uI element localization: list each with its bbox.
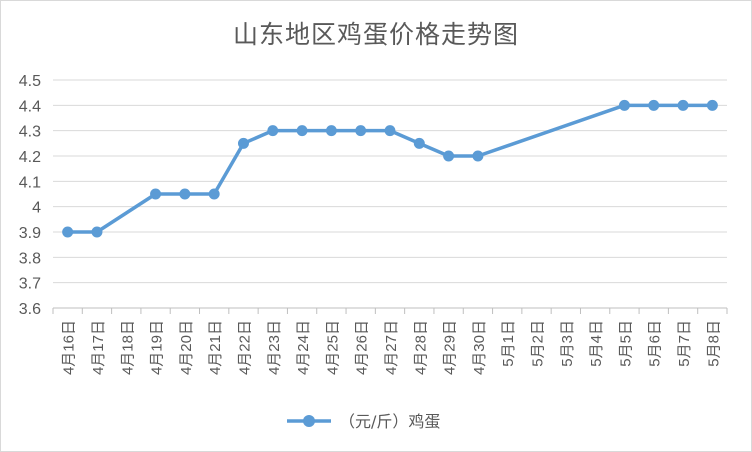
- x-tick-label: 4月28日: [412, 320, 429, 375]
- data-point: [267, 125, 279, 137]
- y-tick-label: 4.5: [19, 73, 41, 90]
- data-point: [355, 125, 367, 137]
- y-tick-label: 4: [32, 200, 41, 217]
- x-tick-label: 4月17日: [90, 320, 107, 375]
- series-line-path: [65, 103, 715, 234]
- data-point: [179, 188, 191, 200]
- x-tick-label: 5月1日: [500, 320, 517, 367]
- y-tick-label: 4.1: [19, 174, 41, 191]
- x-tick-label: 5月3日: [559, 320, 576, 367]
- x-tick-label: 4月21日: [207, 320, 224, 375]
- y-tick-label: 4.2: [19, 149, 41, 166]
- x-tick-label: 4月22日: [236, 320, 253, 375]
- x-tick-label: 4月25日: [324, 320, 341, 375]
- data-point: [472, 150, 484, 162]
- data-point: [384, 125, 396, 137]
- axes: [52, 307, 728, 314]
- y-tick-label: 3.7: [19, 276, 41, 293]
- data-point: [618, 99, 630, 111]
- x-tick-label: 4月16日: [61, 320, 78, 375]
- x-tick-label: 4月23日: [266, 320, 283, 375]
- data-point: [150, 188, 162, 200]
- x-tick-label: 5月2日: [530, 320, 547, 367]
- chart-title: 山东地区鸡蛋价格走势图: [232, 20, 519, 49]
- data-point: [706, 99, 718, 111]
- data-point: [62, 226, 74, 238]
- x-tick-label: 5月6日: [647, 320, 664, 367]
- legend-label: （元/斤）鸡蛋: [339, 412, 440, 431]
- x-tick-label: 4月30日: [471, 320, 488, 375]
- y-tick-labels: 3.6 3.7 3.8 3.9 4 4.1 4.2 4.3 4.4 4.5: [19, 73, 41, 318]
- data-point: [648, 99, 660, 111]
- data-point: [677, 99, 689, 111]
- y-tick-label: 4.3: [19, 124, 41, 141]
- x-tick-label: 4月27日: [383, 320, 400, 375]
- gridlines: [53, 79, 727, 284]
- data-point: [296, 125, 308, 137]
- data-point: [237, 137, 249, 149]
- x-tick-labels: 4月16日 4月17日 4月18日 4月19日 4月20日 4月21日 4月22日 4月23日…: [61, 320, 723, 375]
- x-tick-label: 4月20日: [178, 320, 195, 375]
- x-tick-label: 5月7日: [676, 320, 693, 367]
- x-tick-label: 4月26日: [354, 320, 371, 375]
- x-tick-label: 5月4日: [588, 320, 605, 367]
- data-point: [325, 125, 337, 137]
- y-tick-label: 3.9: [19, 225, 41, 242]
- data-point: [413, 137, 425, 149]
- series-line: [62, 99, 718, 238]
- y-tick-label: 4.4: [19, 98, 41, 115]
- x-tick-label: 4月24日: [295, 320, 312, 375]
- data-point: [443, 150, 455, 162]
- data-point: [208, 188, 220, 200]
- y-tick-label: 3.6: [19, 301, 41, 318]
- x-tick-label: 4月29日: [442, 320, 459, 375]
- legend-marker: [303, 415, 315, 427]
- x-tick-label: 5月5日: [617, 320, 634, 367]
- data-point: [91, 226, 103, 238]
- x-tick-label: 5月8日: [705, 320, 722, 367]
- legend: （元/斤）鸡蛋: [287, 412, 440, 431]
- x-tick-label: 4月19日: [149, 320, 166, 375]
- y-tick-label: 3.8: [19, 250, 41, 267]
- x-tick-label: 4月18日: [119, 320, 136, 375]
